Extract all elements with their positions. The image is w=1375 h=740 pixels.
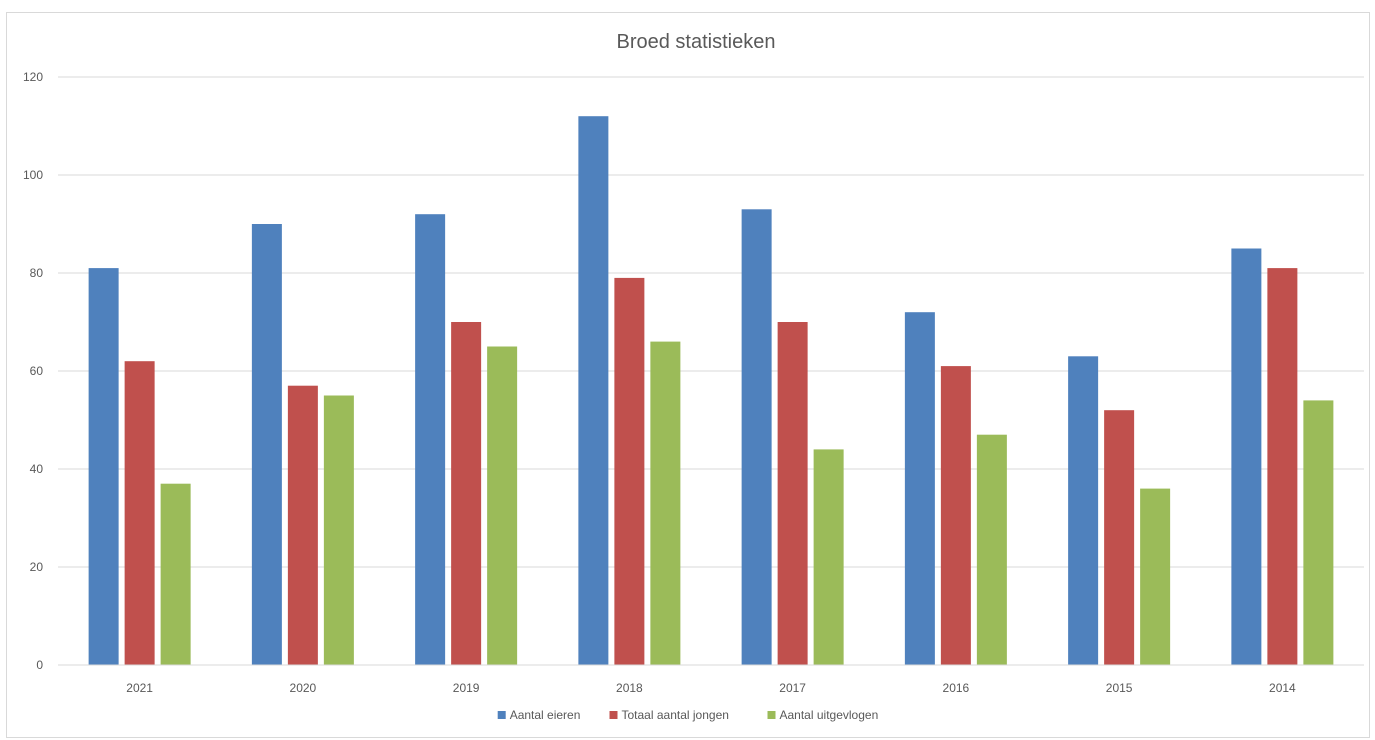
y-tick-label: 40	[30, 462, 44, 476]
bar-2019-series-0	[415, 214, 446, 665]
x-tick-label: 2014	[1269, 681, 1296, 695]
x-axis-ticks: 2021 2020 2019 2018 2017 2016 2015 2014	[126, 681, 1296, 695]
bar-2019-series-2	[487, 346, 518, 665]
bar-2015-series-1	[1104, 410, 1135, 665]
bar-2017-series-1	[777, 322, 808, 665]
x-tick-label: 2016	[943, 681, 970, 695]
bar-2014-series-2	[1303, 400, 1334, 665]
bar-2014-series-1	[1267, 268, 1298, 665]
bar-2016-series-1	[940, 366, 971, 665]
bar-2015-series-2	[1140, 488, 1171, 665]
y-tick-label: 20	[30, 560, 44, 574]
y-tick-label: 60	[30, 364, 44, 378]
legend-label: Aantal eieren	[510, 708, 581, 722]
y-tick-label: 100	[23, 168, 43, 182]
y-tick-label: 80	[30, 266, 44, 280]
legend-swatch	[609, 711, 618, 719]
y-tick-label: 120	[23, 70, 43, 84]
legend-swatch	[767, 711, 776, 719]
bar-2017-series-2	[813, 449, 844, 665]
legend-label: Totaal aantal jongen	[622, 708, 729, 722]
x-tick-label: 2019	[453, 681, 480, 695]
chart-title: Broed statistieken	[617, 31, 776, 53]
bar-2016-series-2	[976, 434, 1007, 665]
bar-2018-series-0	[578, 116, 609, 665]
bar-2020-series-2	[323, 395, 354, 665]
bar-2020-series-1	[287, 385, 318, 665]
legend-swatch	[497, 711, 506, 719]
bar-2017-series-0	[741, 209, 772, 666]
x-tick-label: 2015	[1106, 681, 1133, 695]
bars	[88, 116, 1334, 666]
x-tick-label: 2017	[779, 681, 806, 695]
bar-2020-series-0	[251, 224, 282, 665]
x-tick-label: 2020	[290, 681, 317, 695]
bar-2016-series-0	[904, 312, 935, 665]
y-tick-label: 0	[36, 658, 43, 672]
bar-2018-series-1	[614, 277, 645, 665]
bar-2018-series-2	[650, 341, 681, 665]
legend-label: Aantal uitgevlogen	[780, 708, 879, 722]
x-tick-label: 2018	[616, 681, 643, 695]
legend: Aantal eieren Totaal aantal jongen Aantal …	[497, 708, 879, 722]
y-axis-ticks: 0 20 40 60 80 100 120	[23, 70, 43, 672]
bar-2019-series-1	[451, 322, 482, 665]
bar-2015-series-0	[1068, 356, 1099, 665]
bar-2021-series-0	[88, 268, 119, 665]
bar-2021-series-2	[160, 483, 191, 665]
x-tick-label: 2021	[126, 681, 153, 695]
bar-2014-series-0	[1231, 248, 1262, 665]
bar-2021-series-1	[124, 361, 155, 665]
